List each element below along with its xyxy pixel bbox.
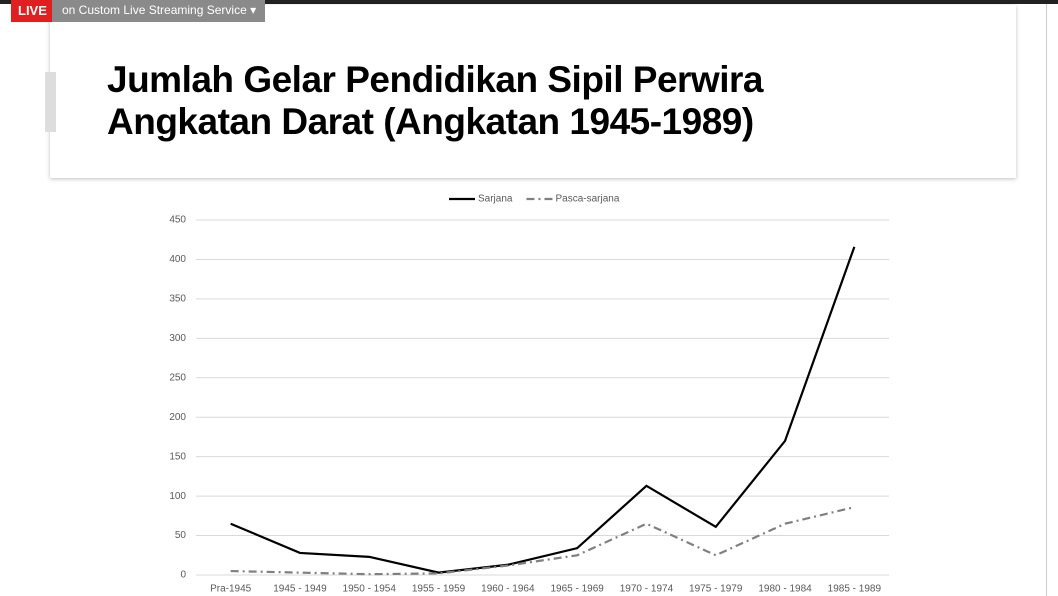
side-bar [45,72,56,132]
y-tick-label: 0 [180,570,186,581]
x-tick-label: 1980 - 1984 [758,584,812,595]
title-line: Angkatan Darat (Angkatan 1945-1989) [107,101,754,142]
x-tick-label: 1985 - 1989 [828,584,882,595]
y-tick-label: 300 [169,333,186,344]
y-tick-label: 400 [169,254,186,265]
y-tick-label: 50 [175,530,187,541]
service-label: on Custom Live Streaming Service [62,3,247,17]
y-tick-label: 250 [169,372,186,383]
legend-label: Sarjana [478,194,513,205]
x-tick-label: 1970 - 1974 [620,584,674,595]
x-tick-label: 1945 - 1949 [273,584,327,595]
series-line [230,506,855,576]
x-tick-label: 1960 - 1964 [481,584,535,595]
y-tick-label: 350 [169,294,186,305]
x-tick-label: 1955 - 1959 [412,584,466,595]
y-tick-label: 450 [169,215,186,226]
top-border [0,0,1058,4]
y-tick-label: 200 [169,412,186,423]
service-dropdown[interactable]: on Custom Live Streaming Service ▾ [52,0,265,22]
series-line [230,246,856,574]
edge [1046,4,1047,596]
x-tick-label: 1965 - 1969 [550,584,604,595]
x-tick-label: 1950 - 1954 [343,584,397,595]
y-tick-label: 100 [169,491,186,502]
title-card [50,5,1016,178]
legend-label: Pasca-sarjana [555,194,619,205]
x-tick-label: Pra-1945 [210,584,252,595]
title-line: Jumlah Gelar Pendidikan Sipil Perwira [107,59,763,100]
x-tick-label: 1975 - 1979 [689,584,743,595]
slide-title: Jumlah Gelar Pendidikan Sipil Perwira Ang… [107,59,763,143]
y-tick-label: 150 [169,451,186,462]
live-badge[interactable]: LIVE [11,0,54,22]
